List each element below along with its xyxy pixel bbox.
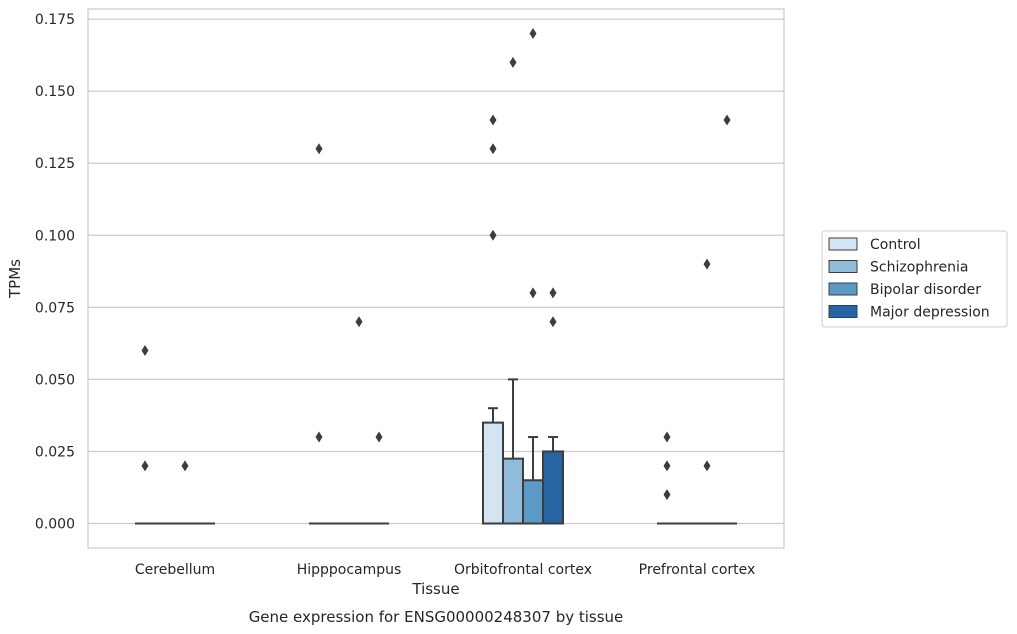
x-axis-ticks: Cerebellum Hipppocampus Orbitofrontal cort… xyxy=(135,562,755,578)
legend-swatch xyxy=(828,260,858,273)
x-tick-label: Prefrontal cortex xyxy=(639,562,756,578)
legend-label: Control xyxy=(870,237,921,253)
outlier-point xyxy=(663,431,671,443)
outlier-point xyxy=(529,28,537,39)
box xyxy=(542,450,564,525)
legend: Control Schizophrenia Bipolar disorder Majo… xyxy=(821,230,1008,328)
legend-swatch xyxy=(828,282,858,296)
legend-label: Major depression xyxy=(870,305,990,321)
grid xyxy=(88,18,784,525)
y-tick-label: 0.000 xyxy=(35,517,75,533)
y-tick-label: 0.050 xyxy=(35,372,75,388)
outlier-point xyxy=(663,489,671,501)
plot-frame xyxy=(87,8,785,549)
legend-swatch xyxy=(828,305,858,318)
outlier-point xyxy=(723,114,731,126)
box-plot-area xyxy=(135,28,737,525)
outlier-point xyxy=(529,287,537,299)
x-axis-label: Tissue xyxy=(411,580,459,598)
x-tick-label: Orbitofrontal cortex xyxy=(454,562,592,578)
x-tick-label: Hipppocampus xyxy=(297,562,402,578)
legend-frame xyxy=(821,230,1008,328)
outlier-point xyxy=(355,316,363,328)
outlier-point xyxy=(489,114,497,126)
outlier-point xyxy=(315,431,323,443)
legend-swatch xyxy=(828,237,858,251)
outlier-point xyxy=(489,143,497,155)
y-tick-label: 0.100 xyxy=(35,228,75,244)
outlier-point xyxy=(489,229,497,241)
y-tick-label: 0.025 xyxy=(35,444,75,460)
outlier-point xyxy=(141,345,149,357)
outlier-point xyxy=(141,460,149,472)
y-tick-label: 0.125 xyxy=(35,156,75,172)
outlier-point xyxy=(509,56,517,68)
y-tick-label: 0.150 xyxy=(35,84,75,100)
outlier-point xyxy=(703,258,711,270)
box xyxy=(522,479,544,525)
chart-title: Gene expression for ENSG00000248307 by t… xyxy=(249,608,624,626)
legend-label: Schizophrenia xyxy=(870,260,968,276)
outlier-point xyxy=(181,460,189,472)
y-tick-label: 0.175 xyxy=(35,12,75,28)
outlier-point xyxy=(703,460,711,472)
outlier-point xyxy=(375,431,383,443)
box xyxy=(502,457,524,525)
outlier-point xyxy=(663,460,671,472)
outlier-point xyxy=(549,316,557,328)
x-tick-label: Cerebellum xyxy=(135,562,215,578)
outlier-point xyxy=(315,143,323,155)
outlier-point xyxy=(549,287,557,299)
y-axis-ticks: 0.000 0.025 0.050 0.075 0.100 0.125 0.150 0.175 xyxy=(35,12,75,532)
box xyxy=(482,421,504,525)
y-axis-label: TPMs xyxy=(6,259,24,299)
y-tick-label: 0.075 xyxy=(35,300,75,316)
legend-label: Bipolar disorder xyxy=(870,282,981,298)
